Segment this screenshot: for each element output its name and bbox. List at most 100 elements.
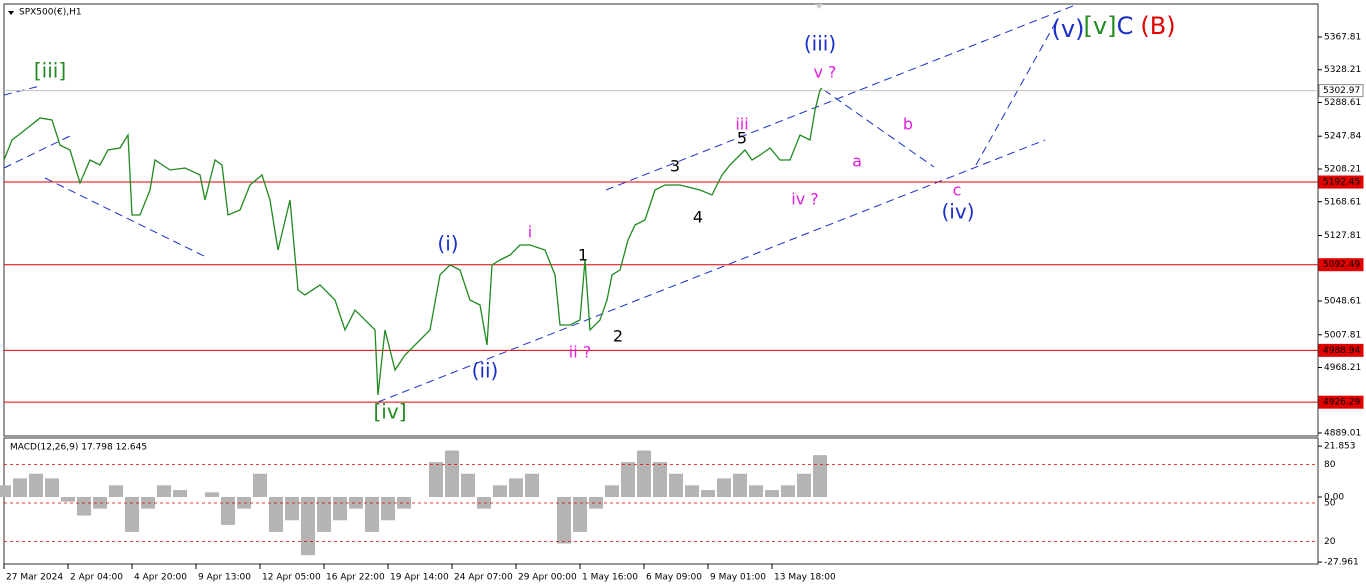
y-tick-label: 5328.21 [1324,65,1361,75]
wave-label: 4 [693,208,703,227]
macd-y-tick-label: 0.00 [1324,492,1344,502]
macd-bar [461,473,475,497]
wave-label: a [852,152,862,171]
menu-arrow[interactable] [8,11,14,15]
macd-bar [445,450,459,497]
wave-label: i [528,223,532,242]
price-line-series [3,87,823,396]
macd-y-tick-label: 21.853 [1324,442,1356,452]
price-label: 5092.49 [1323,260,1360,270]
macd-bar [269,496,283,532]
wave-label: (B) [1140,12,1175,40]
x-tick-label: 2 Apr 04:00 [70,573,123,583]
x-tick-label: 4 Apr 20:00 [134,573,187,583]
macd-bar [429,462,443,497]
macd-bar [45,478,59,497]
wave-label: [iii] [34,59,66,83]
x-tick-label: 1 May 16:00 [582,573,638,583]
y-tick-label: 4889.01 [1324,429,1361,439]
wave-label: 3 [670,157,680,176]
macd-bar [253,473,267,497]
price-label-box [1318,175,1364,189]
macd-bar [509,478,523,497]
macd-bar [605,485,619,497]
macd-bar [669,473,683,497]
wave-label: (iv) [942,200,975,224]
macd-bar [525,473,539,497]
macd-bar [0,485,11,497]
wave-label: iii [735,115,748,134]
macd-bar [685,485,699,497]
price-label-box [1318,258,1364,272]
wave-label: iv ? [791,190,819,209]
y-tick-label: 5247.84 [1324,132,1361,142]
macd-bar [285,496,299,521]
wave-label: (v) [1052,15,1085,43]
macd-bar [701,490,715,497]
x-tick-label: 13 May 18:00 [774,573,836,583]
x-tick-label: 19 Apr 14:00 [390,573,449,583]
macd-bar [61,496,75,502]
x-tick-label: 16 Apr 22:00 [326,573,385,583]
x-tick-label: 12 Apr 05:00 [262,573,321,583]
wave-label: 2 [613,327,623,346]
macd-bar [349,496,363,509]
symbol-label: SPX500(€),H1 [19,8,82,18]
wave-label: 5 [737,129,747,148]
price-label-box [1318,84,1364,98]
wave-label: 1 [578,246,588,265]
macd-bar [205,492,219,497]
y-tick-label: 5367.81 [1324,32,1361,42]
macd-bar [637,450,651,497]
wave-label: [v] [1084,12,1117,40]
x-tick-label: 29 Apr 00:00 [518,573,577,583]
y-tick-label: 5288.61 [1324,98,1361,108]
macd-bar [29,473,43,497]
wave-label: c [953,181,962,200]
macd-bar [397,496,411,509]
macd-bar [221,496,235,525]
macd-bar [573,496,587,532]
y-tick-label: 4968.21 [1324,363,1361,373]
macd-bar [813,455,827,497]
macd-bar [797,473,811,497]
macd-bar [621,462,635,497]
price-label: 5192.45 [1323,178,1360,188]
macd-bar [493,485,507,497]
price-label: 5302.97 [1323,86,1360,96]
wave-label: v ? [813,63,836,82]
x-tick-label: 9 Apr 13:00 [198,573,251,583]
price-label-box [1318,343,1364,357]
y-tick-label: 5208.21 [1324,165,1361,175]
macd-bar [749,485,763,497]
macd-bar [733,473,747,497]
macd-bar [157,485,171,497]
macd-bar [125,496,139,532]
x-tick-label: 24 Apr 07:00 [454,573,513,583]
macd-y-tick-label: -27.961 [1324,558,1359,568]
level-label: 80 [1324,460,1336,470]
macd-bar [77,496,91,516]
macd-bar [173,490,187,497]
y-tick-label: 5168.61 [1324,197,1361,207]
price-label: 4926.29 [1323,398,1360,408]
wave-label: (ii) [472,359,499,383]
wave-label: b [903,115,913,134]
shift-marker[interactable] [815,4,823,9]
macd-bar [301,496,315,556]
macd-bar [781,485,795,497]
y-tick-label: 5048.61 [1324,297,1361,307]
price-label: 4988.94 [1323,346,1360,356]
macd-title: MACD(12,26,9) 17.798 12.645 [10,443,147,453]
macd-frame [3,437,1319,565]
macd-bar [365,496,379,532]
wave-label: (i) [437,232,458,256]
macd-bar [717,478,731,497]
wave-label: (iii) [804,32,836,56]
macd-bar [109,485,123,497]
level-label: 20 [1324,537,1336,547]
wave-label: [iv] [374,400,407,424]
macd-bar [589,496,603,509]
